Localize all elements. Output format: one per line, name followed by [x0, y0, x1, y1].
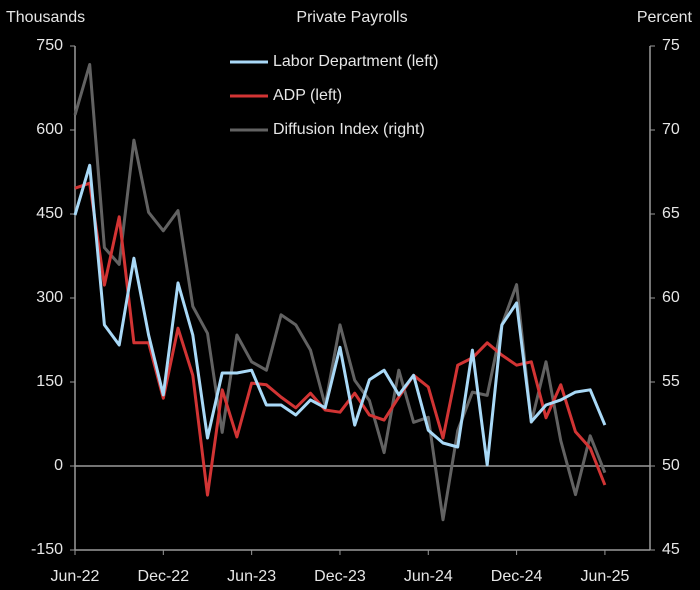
legend-label: Labor Department (left) [273, 53, 438, 70]
x-tick-label: Jun-22 [51, 568, 100, 585]
y2-axis-label: Percent [637, 9, 693, 26]
y-tick-label: 750 [36, 37, 63, 54]
x-tick-label: Dec-23 [314, 568, 366, 585]
chart-title: Private Payrolls [296, 9, 407, 26]
x-tick-label: Dec-22 [138, 568, 190, 585]
y-tick-label: 450 [36, 205, 63, 222]
legend-label: ADP (left) [273, 87, 342, 104]
y2-tick-label: 75 [662, 37, 680, 54]
y2-tick-label: 65 [662, 205, 680, 222]
legend-label: Diffusion Index (right) [273, 121, 425, 138]
y-tick-label: 0 [54, 457, 63, 474]
y2-tick-label: 70 [662, 121, 680, 138]
y-tick-label: 600 [36, 121, 63, 138]
y2-tick-label: 50 [662, 457, 680, 474]
series-line [73, 63, 607, 522]
series-line [73, 163, 607, 467]
y2-tick-label: 55 [662, 373, 680, 390]
series-line [74, 181, 607, 497]
x-tick-label: Dec-24 [491, 568, 543, 585]
y-tick-label: 150 [36, 373, 63, 390]
x-tick-label: Jun-24 [404, 568, 453, 585]
x-tick-label: Jun-23 [227, 568, 276, 585]
y2-tick-label: 60 [662, 289, 680, 306]
y-tick-label: 300 [36, 289, 63, 306]
y-axis-label: Thousands [6, 9, 85, 26]
y2-tick-label: 45 [662, 541, 680, 558]
x-tick-label: Jun-25 [580, 568, 629, 585]
y-tick-label: -150 [31, 541, 63, 558]
